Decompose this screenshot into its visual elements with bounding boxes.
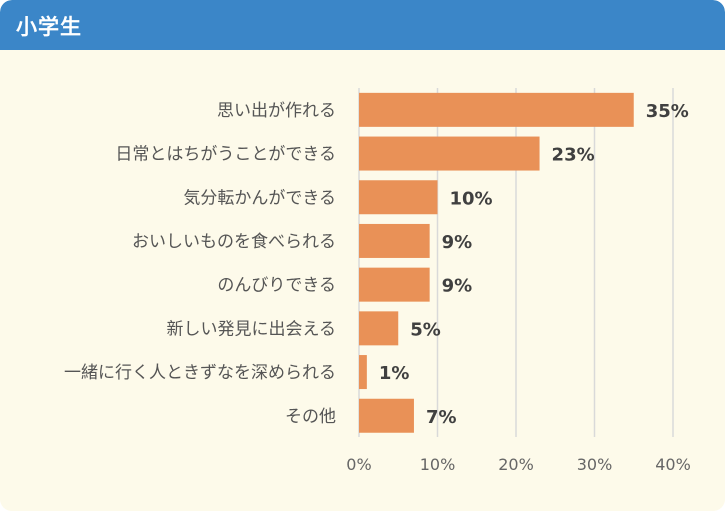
x-tick-label-10: 10% <box>420 455 456 474</box>
category-label-4: のんびりできる <box>217 276 336 296</box>
bar-4 <box>359 267 430 302</box>
bar-7 <box>359 398 414 433</box>
category-label-3: おいしいものを食べられる <box>132 232 336 252</box>
x-tick-label-20: 20% <box>498 455 534 474</box>
category-label-5: 新しい発見に出会える <box>167 319 337 339</box>
value-label-1: 23% <box>552 145 595 166</box>
header-title: 小学生 <box>16 15 82 39</box>
category-label-1: 日常とはちがうことができる <box>115 145 336 165</box>
value-label-2: 10% <box>450 188 493 209</box>
x-tick-label-40: 40% <box>655 455 691 474</box>
category-label-2: 気分転かんができる <box>183 188 336 208</box>
category-label-0: 思い出が作れる <box>217 101 336 121</box>
value-label-6: 1% <box>379 363 410 384</box>
bar-0 <box>359 92 634 127</box>
value-label-3: 9% <box>442 232 473 253</box>
category-label-6: 一緒に行く人ときずなを深められる <box>64 363 336 383</box>
x-tick-label-30: 30% <box>577 455 613 474</box>
bar-2 <box>359 180 438 215</box>
value-label-4: 9% <box>442 276 473 297</box>
bar-5 <box>359 311 399 346</box>
bar-6 <box>359 355 367 390</box>
bar-3 <box>359 223 430 258</box>
bar-1 <box>359 136 540 171</box>
value-label-5: 5% <box>410 319 441 340</box>
header-bar: 小学生 <box>0 0 725 50</box>
value-label-0: 35% <box>646 101 689 122</box>
value-label-7: 7% <box>426 407 457 428</box>
x-tick-label-0: 0% <box>346 455 371 474</box>
category-label-7: その他 <box>285 407 336 427</box>
